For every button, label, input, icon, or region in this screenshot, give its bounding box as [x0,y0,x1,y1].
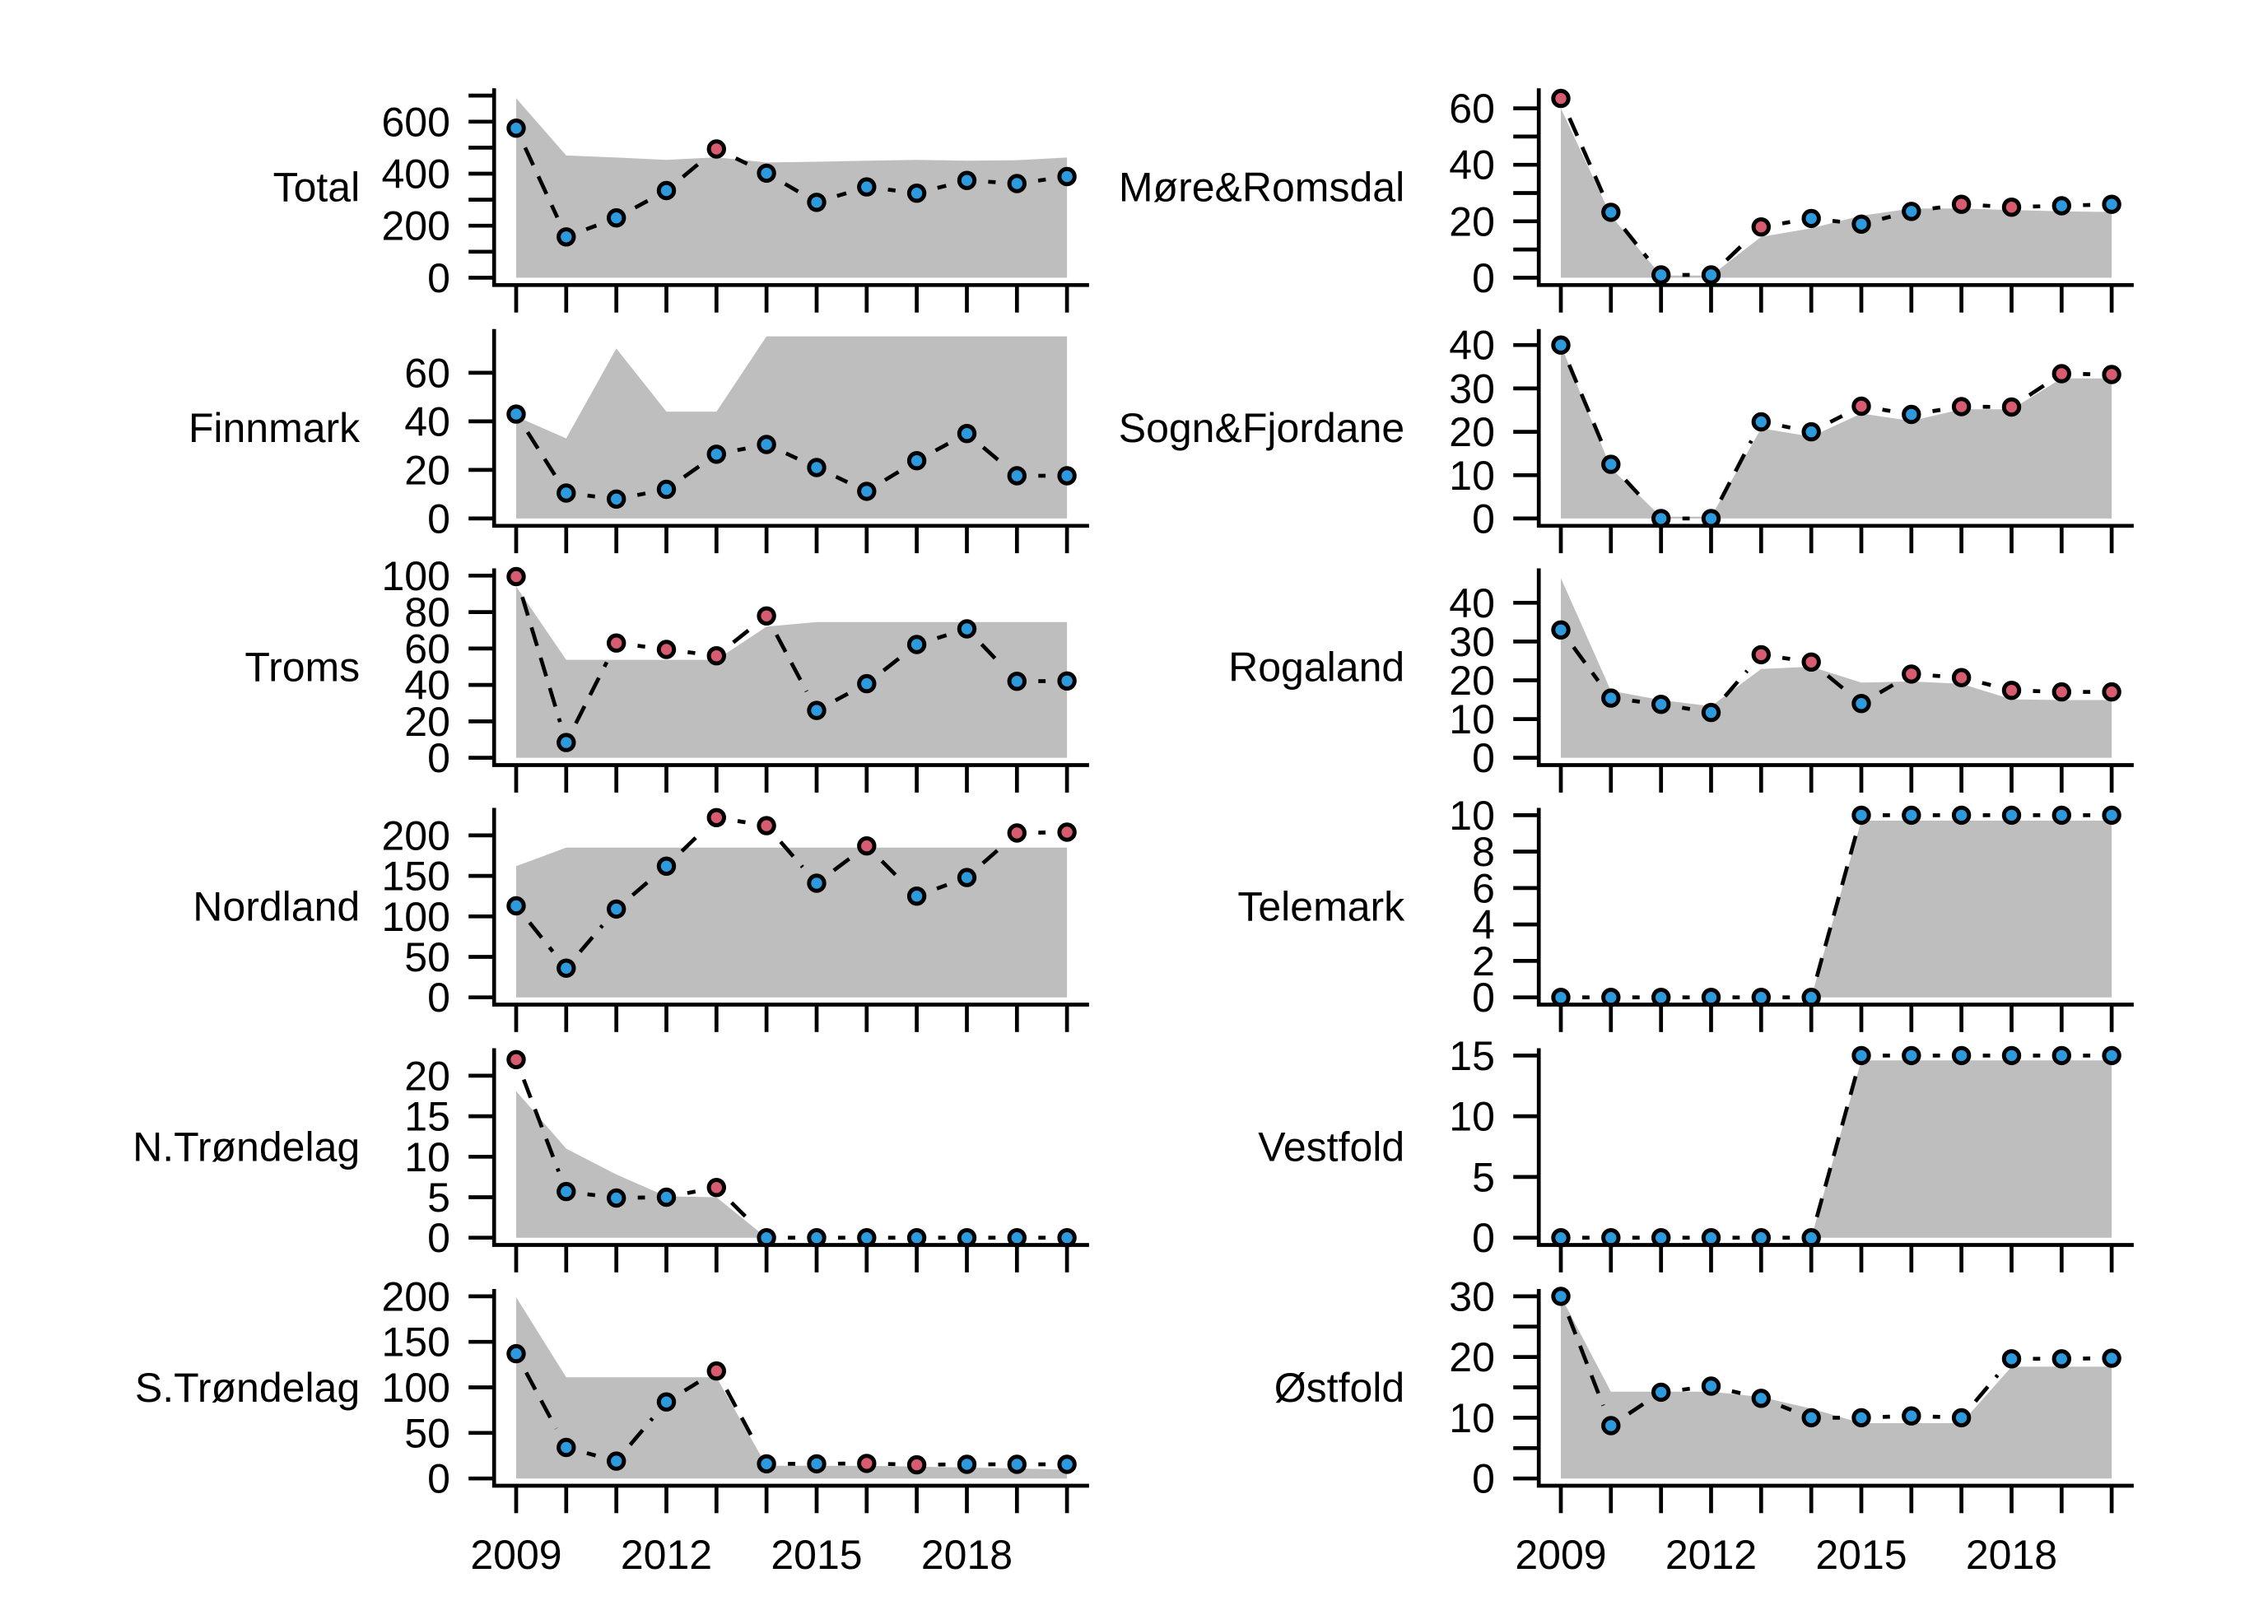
svg-text:100: 100 [381,553,449,599]
svg-text:20: 20 [1449,409,1495,455]
svg-text:200: 200 [381,812,449,859]
svg-text:30: 30 [1449,365,1495,412]
svg-text:60: 60 [1449,86,1495,132]
svg-text:0: 0 [1472,255,1495,301]
svg-text:20: 20 [404,447,450,493]
svg-text:S.Trøndelag: S.Trøndelag [135,1365,360,1411]
svg-text:Nordland: Nordland [193,884,360,930]
svg-text:100: 100 [381,1365,449,1411]
svg-text:150: 150 [381,1319,449,1366]
svg-text:10: 10 [404,1134,450,1180]
svg-text:5: 5 [1472,1154,1495,1200]
svg-text:600: 600 [381,99,449,145]
svg-text:10: 10 [1449,1395,1495,1441]
svg-text:60: 60 [404,350,450,396]
svg-text:2018: 2018 [1966,1532,2057,1578]
svg-text:Østfold: Østfold [1274,1365,1404,1411]
svg-text:15: 15 [404,1094,450,1140]
svg-text:10: 10 [1449,793,1495,839]
svg-text:0: 0 [427,975,450,1021]
svg-text:20: 20 [1449,1334,1495,1380]
svg-text:2012: 2012 [1665,1532,1757,1578]
svg-text:2009: 2009 [470,1532,561,1578]
svg-text:2015: 2015 [1815,1532,1907,1578]
svg-text:0: 0 [1472,1456,1495,1502]
svg-text:N.Trøndelag: N.Trøndelag [133,1124,360,1170]
svg-text:Vestfold: Vestfold [1258,1124,1404,1170]
svg-text:50: 50 [404,1410,450,1456]
svg-text:10: 10 [1449,453,1495,499]
svg-text:0: 0 [427,255,450,301]
svg-text:0: 0 [1472,496,1495,542]
svg-text:20: 20 [1449,198,1495,244]
svg-text:Troms: Troms [244,644,360,691]
svg-text:50: 50 [404,934,450,980]
svg-text:Total: Total [273,164,361,210]
svg-text:100: 100 [381,894,449,940]
svg-text:2012: 2012 [621,1532,712,1578]
svg-text:15: 15 [1449,1033,1495,1079]
svg-text:40: 40 [1449,580,1495,626]
svg-text:0: 0 [1472,1215,1495,1261]
svg-text:0: 0 [427,1215,450,1261]
svg-text:10: 10 [1449,1094,1495,1140]
svg-text:40: 40 [1449,323,1495,369]
svg-text:2015: 2015 [771,1532,862,1578]
svg-text:2009: 2009 [1515,1532,1606,1578]
svg-text:2018: 2018 [921,1532,1013,1578]
svg-text:Møre&Romsdal: Møre&Romsdal [1119,164,1404,210]
svg-text:20: 20 [404,1053,450,1099]
svg-text:30: 30 [1449,1273,1495,1319]
svg-text:Telemark: Telemark [1237,884,1405,930]
svg-text:40: 40 [404,398,450,444]
svg-text:200: 200 [381,1273,449,1319]
svg-text:40: 40 [1449,142,1495,188]
svg-text:5: 5 [427,1175,450,1221]
svg-text:0: 0 [427,496,450,542]
svg-text:200: 200 [381,203,449,249]
svg-text:Finnmark: Finnmark [189,405,361,451]
svg-text:Sogn&Fjordane: Sogn&Fjordane [1119,405,1404,451]
svg-text:Rogaland: Rogaland [1228,644,1404,691]
svg-text:150: 150 [381,854,449,900]
svg-text:400: 400 [381,151,449,198]
svg-text:0: 0 [427,1456,450,1502]
